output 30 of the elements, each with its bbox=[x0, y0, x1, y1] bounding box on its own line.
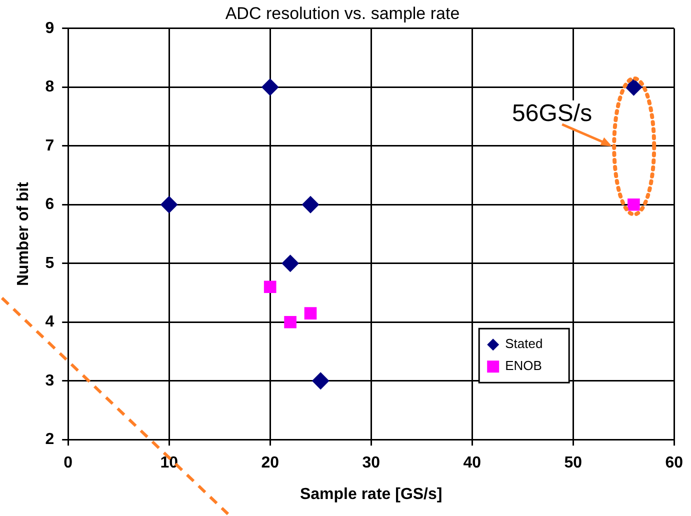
y-tick-label: 2 bbox=[45, 431, 54, 448]
point bbox=[625, 78, 642, 96]
chart-title: ADC resolution vs. sample rate bbox=[225, 4, 460, 23]
x-tick-label: 50 bbox=[564, 454, 582, 472]
y-axis-title: Number of bit bbox=[15, 181, 32, 286]
y-tick-label: 9 bbox=[45, 20, 54, 37]
point bbox=[312, 372, 330, 390]
x-tick-label: 30 bbox=[362, 454, 380, 472]
point bbox=[284, 316, 296, 328]
x-tick-label: 0 bbox=[64, 454, 73, 472]
y-tick-label: 8 bbox=[45, 78, 54, 96]
annotation: 56GS/s bbox=[512, 100, 592, 128]
point bbox=[302, 196, 319, 214]
y-tick-label: 5 bbox=[45, 254, 54, 272]
x-tick-label: 60 bbox=[665, 454, 684, 472]
x-tick-label: 40 bbox=[463, 454, 482, 472]
legend-label: Stated bbox=[505, 336, 543, 352]
x-axis-title: Sample rate [GS/s] bbox=[300, 486, 442, 503]
point bbox=[160, 196, 178, 214]
legend-label: ENOB bbox=[505, 358, 542, 374]
x-tick-label: 20 bbox=[261, 454, 280, 472]
y-tick-label: 7 bbox=[45, 137, 54, 154]
point bbox=[262, 78, 279, 96]
y-tick-label: 4 bbox=[45, 314, 54, 331]
point bbox=[282, 254, 299, 272]
point bbox=[264, 280, 276, 294]
y-tick-label: 3 bbox=[45, 372, 54, 390]
point bbox=[304, 307, 317, 320]
y-tick-label: 6 bbox=[45, 196, 54, 214]
point bbox=[628, 198, 640, 211]
